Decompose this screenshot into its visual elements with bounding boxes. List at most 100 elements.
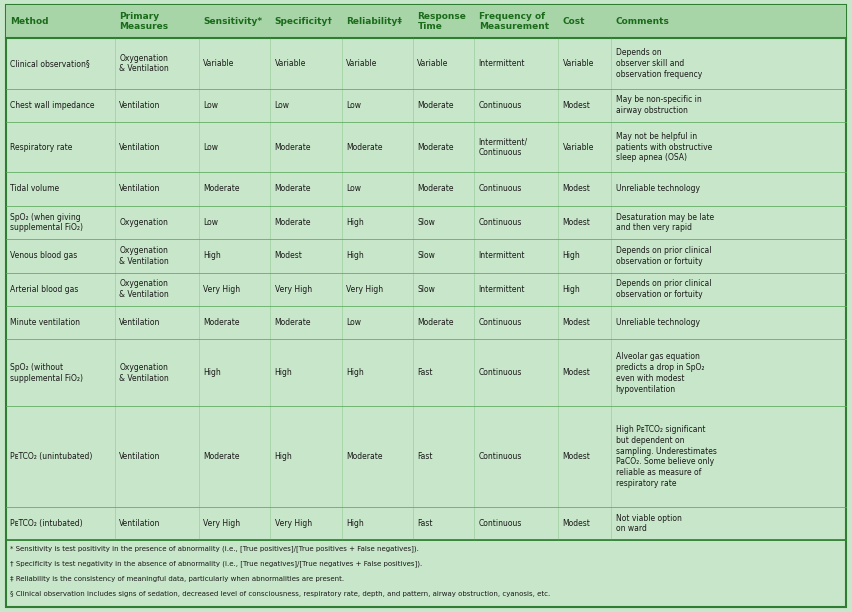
Text: Desaturation may be late
and then very rapid: Desaturation may be late and then very r… [616, 212, 714, 233]
Text: Ventilation: Ventilation [119, 184, 160, 193]
Text: High: High [346, 519, 364, 528]
Text: Intermittent: Intermittent [479, 285, 525, 294]
Text: Not viable option
on ward: Not viable option on ward [616, 513, 682, 533]
Text: Minute ventilation: Minute ventilation [10, 318, 80, 327]
Bar [6, 5, 846, 39]
Text: Comments: Comments [616, 17, 670, 26]
Text: Ventilation: Ventilation [119, 318, 160, 327]
Text: Variable: Variable [562, 143, 594, 152]
Text: Fast: Fast [417, 368, 433, 378]
Text: † Specificity is test negativity in the absence of abnormality (i.e., [True nega: † Specificity is test negativity in the … [10, 561, 423, 567]
Text: SpO₂ (when giving
supplemental FiO₂): SpO₂ (when giving supplemental FiO₂) [10, 212, 83, 233]
Text: Modest: Modest [562, 368, 590, 378]
Text: Cost: Cost [562, 17, 585, 26]
Text: Moderate: Moderate [203, 184, 239, 193]
Text: Fast: Fast [417, 452, 433, 461]
Text: Modest: Modest [562, 218, 590, 227]
Text: Continuous: Continuous [479, 184, 522, 193]
Text: Continuous: Continuous [479, 318, 522, 327]
Text: Intermittent: Intermittent [479, 59, 525, 68]
Text: Chest wall impedance: Chest wall impedance [10, 101, 95, 110]
Text: Moderate: Moderate [274, 143, 311, 152]
Text: Method: Method [10, 17, 49, 26]
Text: Low: Low [203, 218, 218, 227]
Text: Continuous: Continuous [479, 218, 522, 227]
Text: Moderate: Moderate [274, 218, 311, 227]
Text: Slow: Slow [417, 285, 435, 294]
Text: Response
Time: Response Time [417, 12, 466, 31]
Text: SpO₂ (without
supplemental FiO₂): SpO₂ (without supplemental FiO₂) [10, 363, 83, 382]
Text: Moderate: Moderate [417, 143, 454, 152]
Text: High: High [346, 252, 364, 260]
Text: Modest: Modest [562, 184, 590, 193]
Text: Alveolar gas equation
predicts a drop in SpO₂
even with modest
hypoventilation: Alveolar gas equation predicts a drop in… [616, 353, 704, 394]
Text: Fast: Fast [417, 519, 433, 528]
Text: Continuous: Continuous [479, 519, 522, 528]
Text: Moderate: Moderate [417, 318, 454, 327]
Text: Moderate: Moderate [203, 452, 239, 461]
Text: Ventilation: Ventilation [119, 101, 160, 110]
Text: Very High: Very High [274, 519, 312, 528]
Text: Arterial blood gas: Arterial blood gas [10, 285, 78, 294]
Text: Continuous: Continuous [479, 101, 522, 110]
Text: Depends on prior clinical
observation or fortuity: Depends on prior clinical observation or… [616, 280, 711, 299]
Text: Continuous: Continuous [479, 368, 522, 378]
Text: High: High [203, 252, 221, 260]
Text: High: High [274, 368, 292, 378]
Text: Variable: Variable [203, 59, 234, 68]
Text: Moderate: Moderate [274, 318, 311, 327]
Text: Variable: Variable [417, 59, 449, 68]
Text: High: High [562, 285, 580, 294]
Text: Specificity†: Specificity† [274, 17, 332, 26]
Text: Sensitivity*: Sensitivity* [203, 17, 262, 26]
Text: Continuous: Continuous [479, 452, 522, 461]
Text: * Sensitivity is test positivity in the presence of abnormality (i.e., [True pos: * Sensitivity is test positivity in the … [10, 545, 419, 552]
Text: Intermittent: Intermittent [479, 252, 525, 260]
Text: High PᴇTCO₂ significant
but dependent on
sampling. Underestimates
PaCO₂. Some be: High PᴇTCO₂ significant but dependent on… [616, 425, 717, 488]
Text: Variable: Variable [346, 59, 377, 68]
Text: Moderate: Moderate [203, 318, 239, 327]
Text: PᴇTCO₂ (intubated): PᴇTCO₂ (intubated) [10, 519, 83, 528]
Text: Modest: Modest [562, 519, 590, 528]
Text: Low: Low [274, 101, 290, 110]
Text: Modest: Modest [562, 318, 590, 327]
Text: Moderate: Moderate [417, 101, 454, 110]
Text: Moderate: Moderate [346, 452, 383, 461]
Text: High: High [274, 452, 292, 461]
Text: Venous blood gas: Venous blood gas [10, 252, 78, 260]
Text: High: High [203, 368, 221, 378]
Text: Depends on prior clinical
observation or fortuity: Depends on prior clinical observation or… [616, 246, 711, 266]
Text: Very High: Very High [203, 285, 240, 294]
Text: High: High [562, 252, 580, 260]
Text: Clinical observation§: Clinical observation§ [10, 59, 89, 68]
Text: Low: Low [203, 143, 218, 152]
Text: Oxygenation
& Ventilation: Oxygenation & Ventilation [119, 246, 169, 266]
Text: Very High: Very High [346, 285, 383, 294]
Text: Moderate: Moderate [346, 143, 383, 152]
Text: PᴇTCO₂ (unintubated): PᴇTCO₂ (unintubated) [10, 452, 92, 461]
Text: Variable: Variable [274, 59, 306, 68]
Text: Modest: Modest [562, 452, 590, 461]
Text: § Clinical observation includes signs of sedation, decreased level of consciousn: § Clinical observation includes signs of… [10, 591, 550, 597]
Text: Oxygenation
& Ventilation: Oxygenation & Ventilation [119, 363, 169, 382]
Text: Very High: Very High [203, 519, 240, 528]
Text: May be non-specific in
airway obstruction: May be non-specific in airway obstructio… [616, 95, 701, 115]
Text: Frequency of
Measurement: Frequency of Measurement [479, 12, 549, 31]
Text: Low: Low [346, 318, 361, 327]
Text: May not be helpful in
patients with obstructive
sleep apnea (OSA): May not be helpful in patients with obst… [616, 132, 712, 162]
Text: Unreliable technology: Unreliable technology [616, 184, 699, 193]
Text: Slow: Slow [417, 252, 435, 260]
Text: Low: Low [203, 101, 218, 110]
Text: High: High [346, 368, 364, 378]
Text: Low: Low [346, 184, 361, 193]
Text: Ventilation: Ventilation [119, 143, 160, 152]
Text: Primary
Measures: Primary Measures [119, 12, 169, 31]
Text: Moderate: Moderate [417, 184, 454, 193]
Text: Moderate: Moderate [274, 184, 311, 193]
Text: Intermittent/
Continuous: Intermittent/ Continuous [479, 137, 528, 157]
Text: Ventilation: Ventilation [119, 452, 160, 461]
Text: Low: Low [346, 101, 361, 110]
Text: High: High [346, 218, 364, 227]
Text: Respiratory rate: Respiratory rate [10, 143, 72, 152]
Text: Modest: Modest [562, 101, 590, 110]
